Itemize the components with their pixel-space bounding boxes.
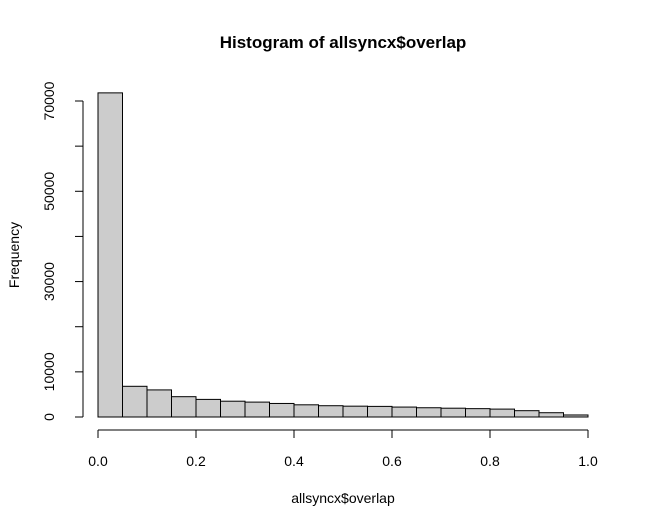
y-tick-label: 70000 bbox=[41, 81, 57, 120]
histogram-bar bbox=[440, 407, 466, 418]
histogram-bar bbox=[146, 389, 172, 418]
histogram-bar bbox=[171, 396, 197, 418]
histogram-bar bbox=[514, 410, 540, 418]
x-tick-label: 0.0 bbox=[88, 453, 108, 469]
histogram-bar bbox=[195, 398, 221, 418]
histogram-bar bbox=[342, 405, 368, 418]
y-tick-label: 10000 bbox=[41, 352, 57, 391]
x-axis-label: allsyncx$overlap bbox=[291, 490, 395, 506]
histogram-bar bbox=[489, 408, 515, 418]
chart-title: Histogram of allsyncx$overlap bbox=[220, 33, 467, 52]
x-tick-label: 0.8 bbox=[480, 453, 500, 469]
histogram-bar bbox=[367, 405, 393, 418]
histogram-bar bbox=[244, 401, 270, 418]
x-tick-label: 0.6 bbox=[382, 453, 402, 469]
histogram-bar bbox=[563, 414, 589, 418]
x-axis: 0.0 0.2 0.4 0.6 0.8 1.0 bbox=[88, 429, 598, 469]
histogram-bar bbox=[293, 404, 319, 418]
y-tick-label: 0 bbox=[41, 413, 57, 421]
histogram-bar bbox=[391, 406, 417, 418]
histogram-bar bbox=[538, 412, 564, 418]
histogram-bar bbox=[465, 408, 491, 418]
histogram-bar bbox=[269, 402, 295, 418]
histogram-bar bbox=[318, 405, 344, 418]
y-tick-label: 30000 bbox=[41, 262, 57, 301]
histogram-bar bbox=[97, 92, 123, 418]
histogram-bar bbox=[122, 385, 148, 418]
x-tick-label: 0.4 bbox=[284, 453, 304, 469]
y-tick-label: 50000 bbox=[41, 172, 57, 211]
histogram-bar bbox=[416, 407, 442, 418]
y-axis: 0 10000 30000 50000 70000 bbox=[41, 81, 84, 421]
x-tick-label: 1.0 bbox=[578, 453, 598, 469]
histogram-bar bbox=[220, 400, 246, 418]
x-tick-label: 0.2 bbox=[186, 453, 206, 469]
y-axis-label: Frequency bbox=[6, 222, 22, 288]
bars-group bbox=[97, 92, 589, 418]
